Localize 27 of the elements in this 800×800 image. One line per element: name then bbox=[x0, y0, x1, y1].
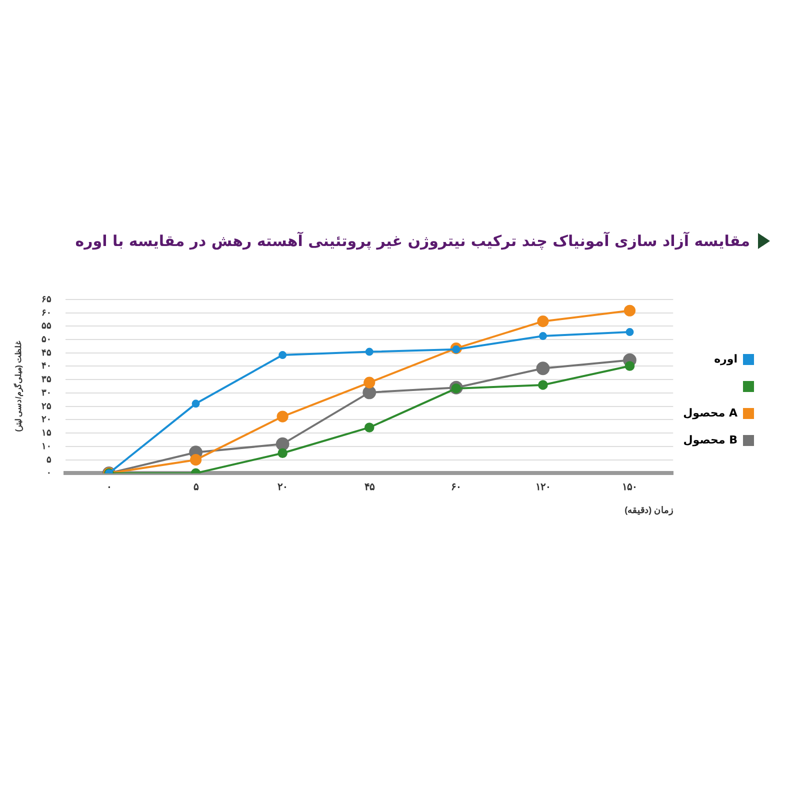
y-tick-label: ۱۰ bbox=[42, 440, 52, 451]
x-axis-title: زمان (دقیقه) bbox=[624, 505, 674, 516]
x-tick-label: ۲۰ bbox=[278, 482, 288, 493]
x-tick-label: ۵ bbox=[193, 482, 200, 493]
y-tick-label: ۵ bbox=[46, 454, 52, 464]
y-tick-label: ۲۵ bbox=[42, 400, 52, 411]
legend-label: اوره bbox=[714, 352, 738, 366]
y-tick-label: ۵۵ bbox=[42, 320, 52, 331]
y-tick-label: ۴۰ bbox=[42, 360, 52, 371]
y-tick-label: ۱۵ bbox=[42, 428, 52, 438]
y-tick-label: ۴۵ bbox=[42, 347, 52, 358]
y-axis-title: غلظت (میلی‌گرم/دسی لیتر) bbox=[13, 340, 24, 432]
legend-label: محصول B bbox=[683, 433, 738, 446]
legend-label: محصول A bbox=[683, 406, 738, 420]
x-tick-label: ۶۰ bbox=[451, 482, 462, 493]
x-tick-label: ۱۲۰ bbox=[535, 482, 550, 493]
y-tick-label: ۶۵ bbox=[42, 294, 52, 304]
x-tick-label: ۱۵۰ bbox=[622, 482, 638, 493]
y-tick-label: ۲۰ bbox=[42, 414, 52, 424]
y-tick-label: ۵۰ bbox=[42, 334, 52, 344]
x-tick-label: ۰ bbox=[106, 482, 112, 493]
chart-title: مقایسه آزاد سازی آمونیاک چند ترکیب نیتروژن غیر پروتئینی آهسته رهش در مقایسه با اوره bbox=[75, 232, 750, 250]
y-tick-label: ۰ bbox=[46, 468, 52, 478]
y-tick-label: ۳۵ bbox=[42, 374, 52, 384]
x-tick-label: ۴۵ bbox=[364, 482, 376, 493]
y-tick-label: ۳۰ bbox=[42, 387, 52, 398]
y-tick-label: ۶۰ bbox=[42, 307, 52, 318]
